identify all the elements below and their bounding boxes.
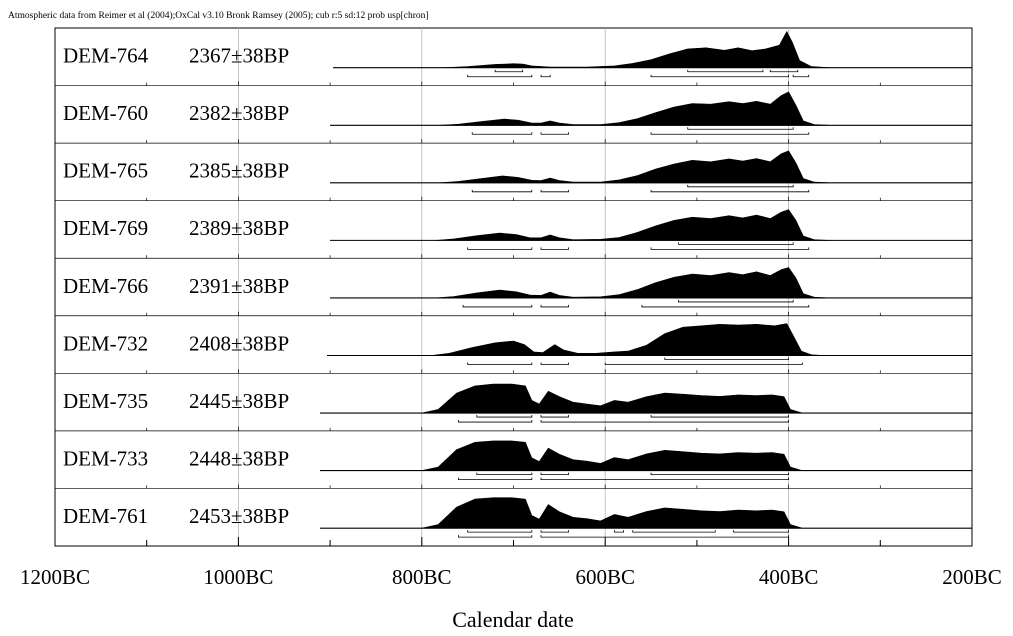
- x-tick-label: 200BC: [942, 565, 1002, 589]
- series-date: 2389±38BP: [189, 216, 289, 240]
- range-95-bracket: [540, 535, 789, 538]
- range-95-bracket: [650, 247, 810, 250]
- probability-distribution: [430, 323, 826, 356]
- probability-distribution: [444, 30, 830, 68]
- series-name: DEM-735: [63, 389, 148, 413]
- range-95-bracket: [641, 304, 810, 308]
- range-95-bracket: [540, 420, 789, 423]
- range-68-bracket: [678, 299, 794, 303]
- range-95-bracket: [471, 132, 533, 135]
- range-95-bracket: [467, 74, 533, 78]
- probability-distribution: [440, 91, 830, 126]
- range-95-bracket: [650, 189, 810, 193]
- range-95-bracket: [540, 362, 569, 365]
- range-68-bracket: [467, 530, 533, 533]
- series-date: 2391±38BP: [189, 274, 289, 298]
- range-68-bracket: [687, 184, 794, 188]
- range-95-bracket: [604, 362, 803, 365]
- range-68-bracket: [678, 242, 794, 245]
- series-row: DEM-735 2445±38BP: [55, 372, 972, 431]
- range-95-bracket: [540, 477, 789, 481]
- series-name: DEM-761: [63, 504, 148, 528]
- series-name: DEM-760: [63, 101, 148, 125]
- series-date: 2382±38BP: [189, 101, 289, 125]
- x-axis: 1200BC 1000BC 800BC 600BC 400BC 200BC: [20, 537, 1002, 589]
- series-row: DEM-761 2453±38BP: [55, 488, 972, 546]
- series-row: DEM-769 2389±38BP: [55, 200, 972, 259]
- range-95-bracket: [540, 304, 569, 308]
- range-68-bracket: [687, 69, 764, 73]
- series-name: DEM-732: [63, 331, 148, 355]
- range-68-bracket: [540, 415, 569, 418]
- range-95-bracket: [458, 477, 533, 481]
- x-axis-label: Calendar date: [452, 607, 574, 632]
- series-name: DEM-733: [63, 446, 148, 470]
- series-row: DEM-765 2385±38BP: [55, 142, 972, 201]
- series-name: DEM-765: [63, 159, 148, 183]
- series-row: DEM-760 2382±38BP: [55, 85, 972, 144]
- range-68-bracket: [494, 69, 524, 73]
- probability-distribution: [435, 267, 830, 299]
- range-68-bracket: [476, 415, 533, 418]
- range-68-bracket: [650, 415, 789, 418]
- x-tick-label: 1200BC: [20, 565, 90, 589]
- range-95-bracket: [540, 132, 569, 135]
- series-rows: DEM-764 2367±38BP DEM-760 2382±38BP DEM-765 2…: [55, 30, 972, 546]
- range-95-bracket: [467, 247, 533, 250]
- series-date: 2453±38BP: [189, 504, 289, 528]
- probability-distribution: [421, 497, 803, 529]
- x-tick-label: 400BC: [759, 565, 819, 589]
- range-68-bracket: [476, 472, 533, 476]
- range-95-bracket: [540, 247, 569, 250]
- range-95-bracket: [471, 189, 533, 193]
- range-68-bracket: [632, 530, 716, 533]
- series-row: DEM-732 2408±38BP: [55, 315, 972, 374]
- series-date: 2367±38BP: [189, 44, 289, 68]
- series-row: DEM-733 2448±38BP: [55, 430, 972, 489]
- series-name: DEM-764: [63, 44, 149, 68]
- series-name: DEM-769: [63, 216, 148, 240]
- range-95-bracket: [540, 189, 569, 193]
- probability-distribution: [440, 150, 830, 184]
- range-95-bracket: [792, 74, 810, 78]
- range-68-bracket: [664, 357, 789, 360]
- range-95-bracket: [467, 362, 533, 365]
- range-95-bracket: [650, 132, 810, 135]
- range-68-bracket: [540, 530, 569, 533]
- range-68-bracket: [613, 530, 624, 533]
- probability-distribution: [421, 440, 803, 471]
- range-95-bracket: [540, 74, 551, 78]
- range-95-bracket: [458, 535, 533, 538]
- probability-distribution: [435, 209, 830, 241]
- range-68-bracket: [540, 472, 569, 476]
- range-95-bracket: [458, 420, 533, 423]
- range-68-bracket: [687, 127, 794, 130]
- range-68-bracket: [733, 530, 789, 533]
- series-date: 2385±38BP: [189, 159, 289, 183]
- range-68-bracket: [650, 472, 789, 476]
- series-name: DEM-766: [63, 274, 148, 298]
- series-row: DEM-766 2391±38BP: [55, 257, 972, 316]
- series-date: 2448±38BP: [189, 446, 289, 470]
- probability-distribution: [421, 383, 803, 414]
- chart-title: Atmospheric data from Reimer et al (2004…: [8, 10, 429, 21]
- range-68-bracket: [769, 69, 799, 73]
- series-date: 2408±38BP: [189, 331, 289, 355]
- series-date: 2445±38BP: [189, 389, 289, 413]
- series-row: DEM-764 2367±38BP: [63, 30, 972, 86]
- range-95-bracket: [650, 74, 789, 78]
- x-tick-label: 1000BC: [203, 565, 273, 589]
- range-95-bracket: [462, 304, 533, 308]
- x-tick-label: 600BC: [575, 565, 635, 589]
- x-tick-label: 800BC: [392, 565, 452, 589]
